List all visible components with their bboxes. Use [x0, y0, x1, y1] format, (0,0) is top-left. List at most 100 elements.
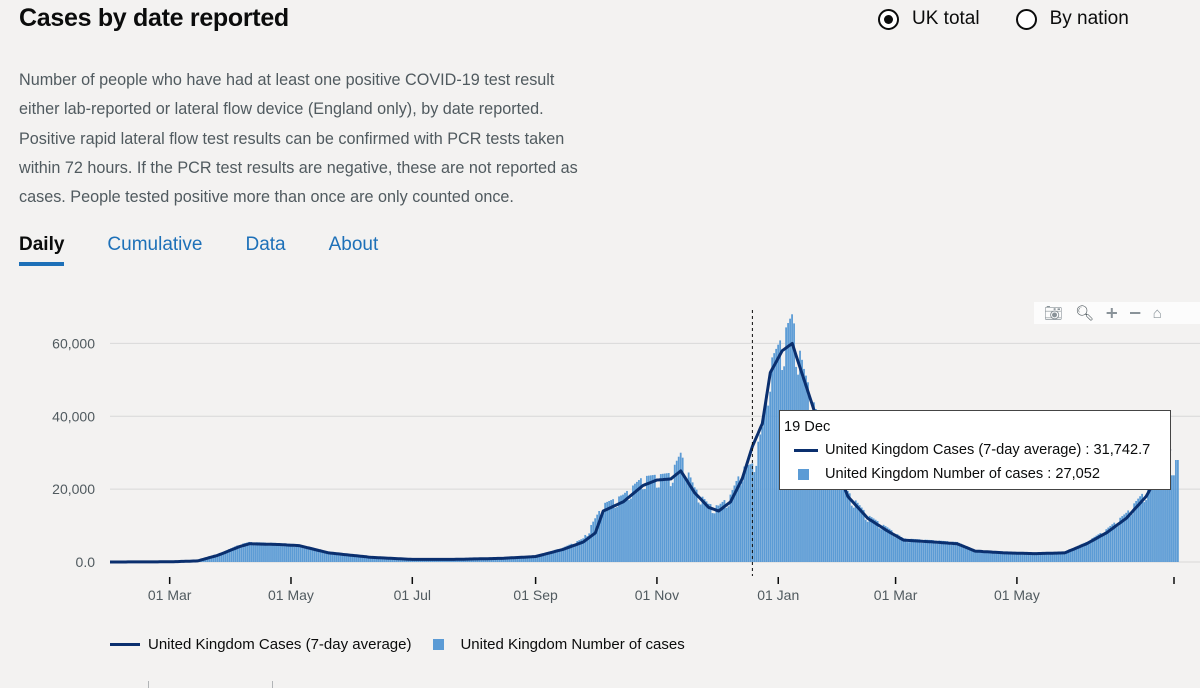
case-bar: [1169, 460, 1171, 562]
radio-uk-total-circle[interactable]: [878, 8, 899, 30]
case-bar: [576, 541, 579, 562]
case-bar: [582, 538, 585, 562]
case-bar: [1151, 478, 1153, 562]
tab-cumulative[interactable]: Cumulative: [107, 234, 203, 255]
zoom-icon[interactable]: 🔍︎: [1075, 304, 1095, 322]
radio-uk-total-label[interactable]: UK total: [912, 8, 980, 29]
case-bar: [494, 558, 497, 562]
case-bar: [978, 552, 980, 562]
zoom-in-icon[interactable]: ➕︎: [1106, 304, 1118, 322]
case-bar: [1111, 524, 1114, 562]
case-bar: [608, 500, 610, 562]
case-bar: [920, 542, 923, 562]
case-bar: [956, 541, 959, 562]
camera-icon[interactable]: 📷︎: [1044, 304, 1064, 322]
case-bar: [260, 542, 262, 562]
case-bar: [262, 542, 264, 562]
case-bar: [564, 546, 567, 562]
case-bar: [743, 466, 746, 562]
radio-by-nation-label[interactable]: By nation: [1049, 8, 1129, 29]
case-bar: [934, 543, 937, 562]
case-bar: [562, 547, 565, 562]
home-icon[interactable]: ⌂: [1152, 304, 1162, 322]
case-bar: [536, 555, 539, 562]
case-bar: [640, 478, 642, 562]
case-bar: [295, 547, 298, 562]
case-bar: [950, 544, 953, 562]
case-bar: [1001, 552, 1004, 562]
case-bar: [852, 507, 855, 562]
case-bar: [618, 496, 620, 562]
radio-uk-total[interactable]: UK total: [878, 8, 980, 30]
case-bar: [616, 507, 618, 562]
case-bar: [474, 559, 477, 562]
case-bar: [343, 553, 346, 562]
case-bar: [822, 450, 825, 562]
case-bar: [554, 549, 557, 562]
legend-line-label[interactable]: United Kingdom Cases (7-day average): [148, 636, 412, 653]
case-bar: [488, 558, 491, 562]
case-bar: [248, 541, 251, 562]
case-bar: [1115, 527, 1118, 562]
case-bar: [373, 557, 376, 562]
case-bar: [570, 543, 573, 562]
case-bar: [958, 542, 961, 562]
case-bar: [1163, 462, 1165, 562]
case-bar: [319, 550, 322, 562]
case-bar: [1057, 552, 1060, 562]
y-tick-label: 60,000: [52, 335, 95, 351]
legend-bar-swatch[interactable]: [433, 639, 445, 650]
case-bar: [1015, 552, 1018, 562]
legend-line-swatch[interactable]: [110, 643, 140, 646]
tab-daily[interactable]: Daily: [19, 234, 65, 266]
radio-by-nation[interactable]: By nation: [1015, 8, 1129, 30]
x-tick-label: 01 Nov: [635, 587, 679, 603]
case-bar: [924, 539, 927, 562]
case-bar: [524, 556, 527, 562]
case-bar: [661, 473, 664, 562]
radio-by-nation-circle[interactable]: [1015, 8, 1037, 30]
case-bar: [998, 551, 1000, 562]
case-bar: [252, 545, 254, 562]
case-bar: [385, 557, 388, 562]
case-bar: [1171, 475, 1173, 562]
case-bar: [914, 539, 917, 562]
case-bar: [1035, 552, 1038, 562]
case-bar: [604, 502, 607, 562]
tab-data[interactable]: Data: [245, 234, 286, 255]
case-bar: [1089, 542, 1092, 562]
case-bar: [1153, 474, 1155, 562]
case-bar: [361, 555, 364, 562]
page-title: Cases by date reported: [19, 4, 289, 32]
case-bar: [703, 499, 706, 562]
case-bar: [528, 556, 531, 562]
case-bar: [1069, 549, 1072, 562]
legend-bar-label[interactable]: United Kingdom Number of cases: [460, 636, 685, 653]
chart-tabs: Daily Cumulative Data About: [19, 234, 421, 266]
case-bar: [1141, 493, 1143, 562]
case-bar: [1125, 512, 1128, 562]
case-bar: [908, 542, 911, 562]
case-bar: [721, 501, 724, 562]
case-bar: [665, 473, 668, 562]
x-tick-label: 01 May: [268, 587, 314, 603]
tab-about[interactable]: About: [328, 234, 379, 255]
case-bar: [630, 498, 632, 562]
case-bar: [1167, 460, 1169, 562]
case-bar: [1059, 553, 1062, 562]
zoom-out-icon[interactable]: ➖︎: [1129, 304, 1141, 322]
case-bar: [1073, 549, 1076, 562]
case-bar: [542, 553, 545, 562]
case-bar: [232, 547, 235, 562]
case-bar: [862, 509, 865, 562]
case-bar: [771, 357, 774, 562]
case-bar: [1077, 545, 1080, 562]
case-bar: [729, 494, 732, 562]
case-bar: [345, 554, 348, 562]
case-bar: [966, 546, 968, 562]
case-bar: [741, 481, 744, 562]
case-bar: [868, 515, 871, 562]
case-bar: [918, 539, 921, 562]
case-bar: [842, 481, 845, 562]
case-bar: [270, 542, 272, 562]
